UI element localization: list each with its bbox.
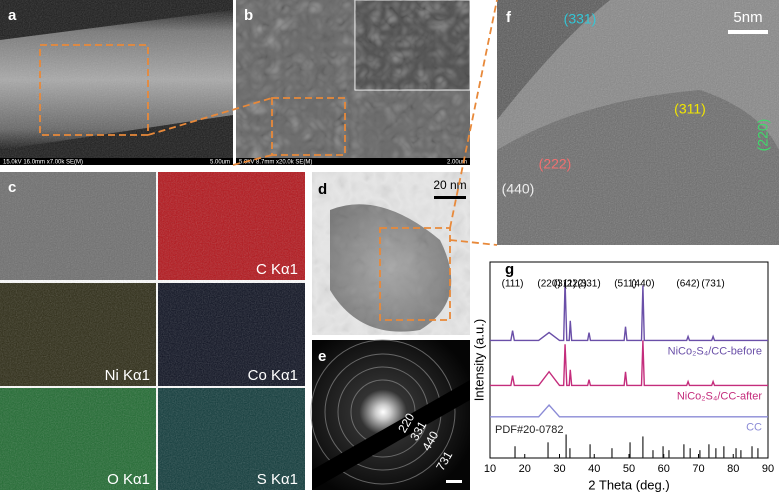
panel-a: 15.0kV 16.0mm x7.00k SE(M) 5.00um a xyxy=(0,0,233,166)
peak-label: (220) xyxy=(537,279,560,290)
plane-label: (440) xyxy=(502,181,535,197)
plane-label: (331) xyxy=(564,11,597,27)
xrd-line xyxy=(490,340,768,387)
scale-text: 20 nm xyxy=(433,178,466,192)
scale-text: 5.00um xyxy=(210,160,230,166)
xrd-line xyxy=(490,404,768,418)
legend-label: CC xyxy=(746,422,762,434)
map-label: C Kα1 xyxy=(256,261,298,278)
scale-text: 5nm xyxy=(733,9,762,26)
panel-d: d 20 nm xyxy=(312,172,470,335)
peak-label: (642) xyxy=(676,279,699,290)
x-tick-label: 20 xyxy=(519,463,531,475)
x-tick-label: 60 xyxy=(658,463,670,475)
peak-label: (440) xyxy=(631,279,654,290)
y-axis-label: Intensity (a.u.) xyxy=(471,319,486,401)
panel-f: f 5nm (331) (311) (222) (440) (220) xyxy=(497,0,779,245)
connector xyxy=(449,0,498,229)
inset-texture xyxy=(355,0,470,90)
panel-label: a xyxy=(8,7,17,24)
peak-label: (311) xyxy=(554,279,577,290)
sem-info: 5.0kV 8.7mm x20.0k SE(M) xyxy=(239,160,312,166)
x-tick-label: 80 xyxy=(727,463,739,475)
peak-label: (111) xyxy=(502,279,524,290)
texture xyxy=(0,0,233,165)
connector xyxy=(449,239,498,246)
peak-label: (331) xyxy=(577,279,600,290)
map-label: O Kα1 xyxy=(107,471,150,488)
plane-label: (311) xyxy=(674,101,706,117)
scale-text: 2.00um xyxy=(447,160,467,166)
panel-label: c xyxy=(8,179,16,196)
zoom-box xyxy=(271,97,346,156)
x-tick-label: 90 xyxy=(762,463,774,475)
panel-label: d xyxy=(318,181,327,198)
map-label: Co Kα1 xyxy=(248,367,298,384)
info-bar xyxy=(0,158,233,165)
info-bar xyxy=(236,158,470,165)
peak-label: (731) xyxy=(701,279,724,290)
plane-label: (222) xyxy=(539,156,572,172)
scale-bar xyxy=(728,30,768,34)
texture xyxy=(0,172,305,490)
x-tick-label: 50 xyxy=(623,463,635,475)
panel-label: f xyxy=(506,9,512,26)
scale-bar xyxy=(434,196,466,199)
x-axis-label: 2 Theta (deg.) xyxy=(588,477,669,492)
x-tick-label: 70 xyxy=(692,463,704,475)
zoom-box xyxy=(379,227,451,321)
peak-label: (222) xyxy=(563,279,586,290)
panel-label: e xyxy=(318,348,326,365)
texture xyxy=(312,172,470,335)
panel-label: b xyxy=(244,7,253,24)
panel-e: e 220 331 440 731 xyxy=(310,339,470,490)
panel-b: 5.0kV 8.7mm x20.0k SE(M) 2.00um b xyxy=(236,0,471,166)
xrd-chart: g 2 Theta (deg.) Intensity (a.u.) 10 20 30… xyxy=(471,250,779,495)
beam-stop xyxy=(312,380,470,490)
reference-label: PDF#20-0782 xyxy=(495,424,564,436)
chart-bg xyxy=(476,250,779,495)
map-label: Ni Kα1 xyxy=(105,367,150,384)
legend-label: NiCo₂S₄/CC-after xyxy=(677,390,763,402)
panel-c: c C Kα1 Ni Kα1 Co Kα1 O Kα1 S Kα1 xyxy=(0,172,305,490)
peak-label: (511) xyxy=(614,279,637,290)
panel-label: g xyxy=(505,261,514,278)
x-tick-label: 30 xyxy=(553,463,565,475)
plane-label: (220) xyxy=(755,119,771,152)
xrd-line xyxy=(490,281,768,342)
sem-info: 15.0kV 16.0mm x7.00k SE(M) xyxy=(3,160,83,166)
legend-label: NiCo₂S₄/CC-before xyxy=(668,345,762,357)
map-label: S Kα1 xyxy=(257,471,298,488)
x-tick-label: 10 xyxy=(484,463,496,475)
connector xyxy=(232,154,273,166)
x-tick-label: 40 xyxy=(588,463,600,475)
scale-bar xyxy=(446,480,462,483)
texture xyxy=(497,0,779,245)
